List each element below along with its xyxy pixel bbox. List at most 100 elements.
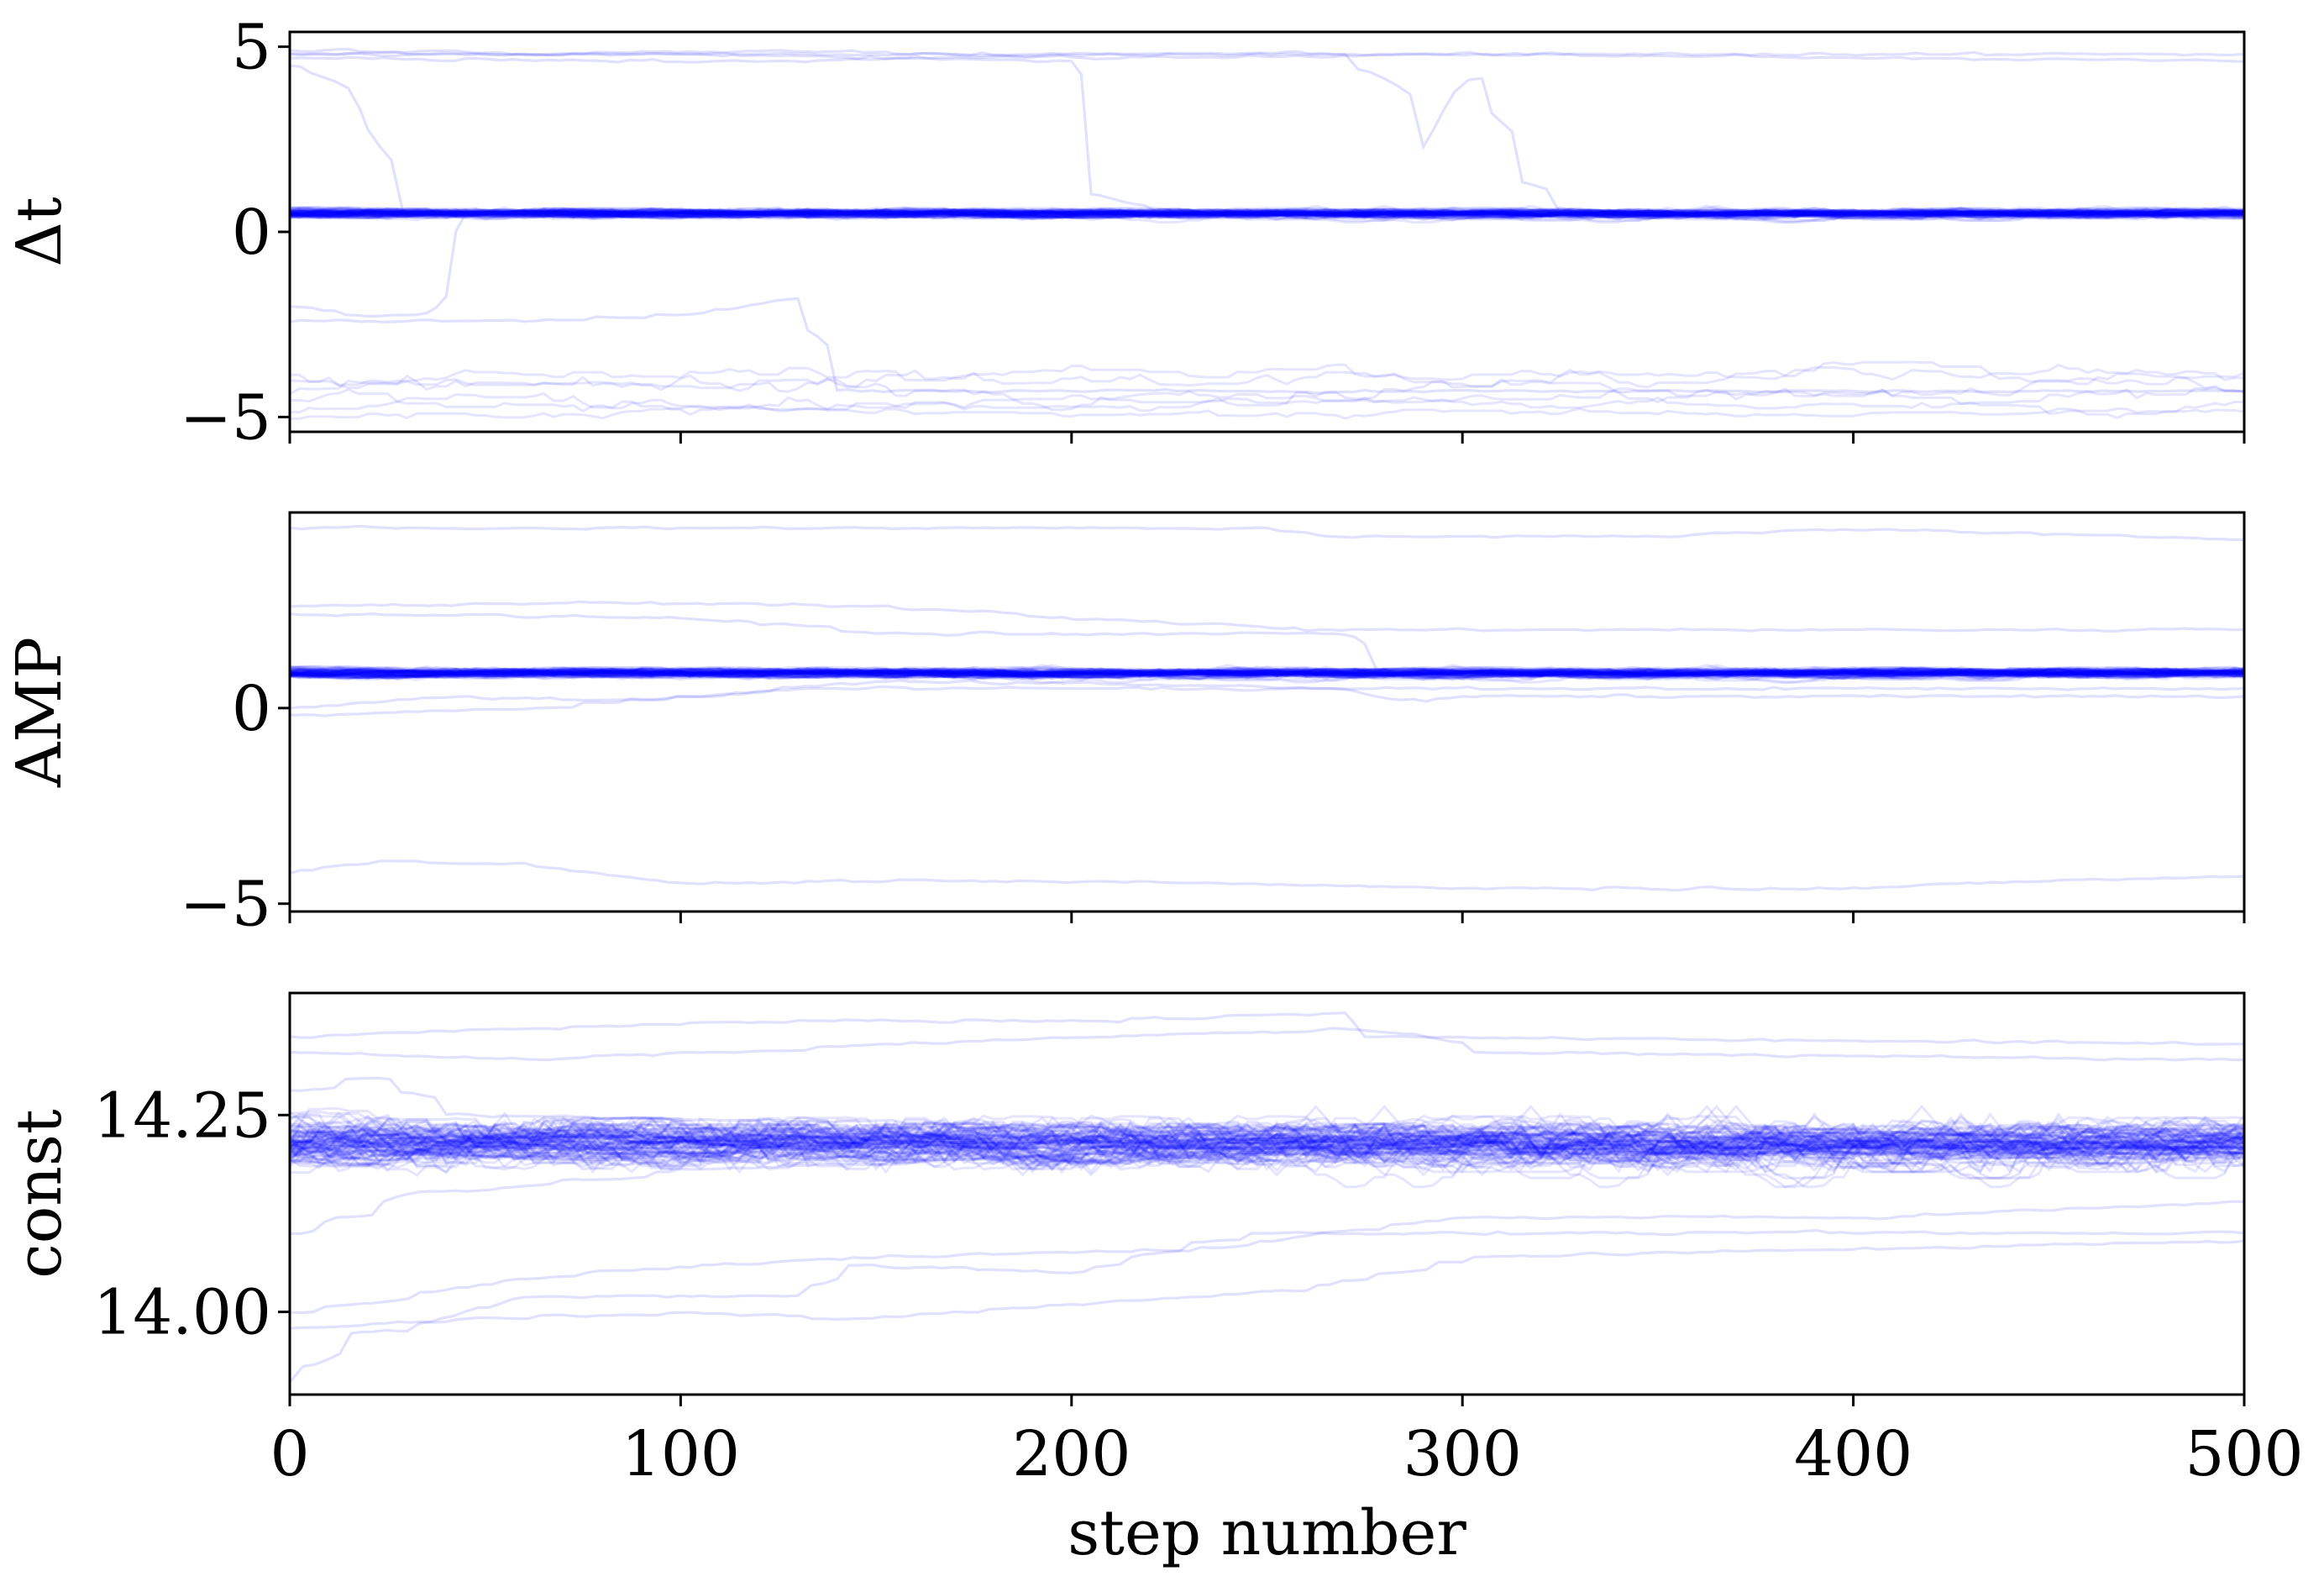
- walker-trace-83: [290, 664, 2244, 680]
- walker-trace-57: [290, 665, 2244, 678]
- walker-trace-11: [290, 207, 2244, 220]
- walker-trace-32: [290, 667, 2244, 680]
- walker-trace-104: [290, 1239, 2244, 1330]
- walker-trace-29: [290, 665, 2244, 679]
- walker-trace-77: [290, 668, 2244, 680]
- walker-trace-56: [290, 207, 2244, 218]
- walker-trace-4: [290, 1122, 2244, 1177]
- walker-trace-100: [290, 396, 2244, 416]
- walker-trace-67: [290, 1114, 2244, 1166]
- walker-trace-13: [290, 666, 2244, 680]
- walker-trace-16: [290, 665, 2244, 680]
- walker-trace-54: [290, 207, 2244, 224]
- walker-trace-10: [290, 208, 2244, 222]
- walker-trace-15: [290, 206, 2244, 220]
- walker-trace-80: [290, 208, 2244, 221]
- walker-trace-45: [290, 666, 2244, 680]
- walker-trace-87: [290, 1117, 2244, 1168]
- x-tick-label: 500: [2185, 1418, 2303, 1490]
- walker-trace-52: [290, 666, 2244, 680]
- x-axis-label: step number: [1068, 1497, 1466, 1569]
- walker-trace-20: [290, 206, 2244, 221]
- walker-trace-30: [290, 1119, 2244, 1171]
- walker-trace-11: [290, 666, 2244, 681]
- walker-trace-60: [290, 1114, 2244, 1171]
- walker-trace-78: [290, 1116, 2244, 1189]
- walker-trace-77: [290, 207, 2244, 219]
- walker-trace-78: [290, 666, 2244, 680]
- walker-trace-53: [290, 1122, 2244, 1174]
- walker-trace-25: [290, 1123, 2244, 1174]
- walker-trace-50: [290, 206, 2244, 221]
- walker-trace-13: [290, 1123, 2244, 1171]
- walker-trace-43: [290, 1117, 2244, 1171]
- walker-trace-103: [290, 1229, 2244, 1384]
- walker-trace-2: [290, 208, 2244, 220]
- walker-trace-39: [290, 208, 2244, 224]
- walker-trace-79: [290, 206, 2244, 220]
- walker-trace-9: [290, 1111, 2244, 1169]
- walker-trace-7: [290, 207, 2244, 220]
- walker-trace-89: [290, 665, 2244, 679]
- walker-trace-76: [290, 1104, 2244, 1172]
- walker-trace-65: [290, 666, 2244, 680]
- walker-trace-19: [290, 208, 2244, 221]
- walker-trace-39: [290, 665, 2244, 680]
- walker-trace-88: [290, 667, 2244, 680]
- walker-trace-86: [290, 207, 2244, 218]
- walker-trace-65: [290, 208, 2244, 221]
- walker-trace-61: [290, 665, 2244, 680]
- walker-trace-26: [290, 1117, 2244, 1165]
- walker-trace-31: [290, 665, 2244, 680]
- walker-trace-48: [290, 1116, 2244, 1189]
- walker-trace-59: [290, 665, 2244, 679]
- walker-trace-90: [290, 1119, 2244, 1173]
- walker-trace-93: [290, 679, 2244, 710]
- walker-trace-30: [290, 666, 2244, 680]
- walker-trace-43: [290, 666, 2244, 679]
- const-trace-panel: 14.00 14.25 0 100 200 300 400 500 const step numb…: [3, 991, 2304, 1569]
- walker-trace-81: [290, 667, 2244, 680]
- walker-trace-5: [290, 667, 2244, 680]
- axes-frame: [288, 991, 2246, 1396]
- walker-trace-34: [290, 666, 2244, 680]
- y-tick-label: 0: [232, 673, 271, 745]
- walker-trace-68: [290, 208, 2244, 220]
- walker-trace-65: [290, 1115, 2244, 1160]
- walker-trace-6: [290, 207, 2244, 220]
- walker-trace-14: [290, 208, 2244, 221]
- walker-trace-35: [290, 667, 2244, 680]
- walker-trace-62: [290, 207, 2244, 219]
- y-tick-label: −5: [180, 869, 271, 941]
- walker-trace-23: [290, 1121, 2244, 1174]
- walker-trace-72: [290, 1117, 2244, 1168]
- walker-trace-13: [290, 207, 2244, 219]
- walker-trace-55: [290, 666, 2244, 684]
- walker-trace-69: [290, 207, 2244, 224]
- walker-trace-58: [290, 1111, 2244, 1171]
- walker-trace-86: [290, 667, 2244, 681]
- walker-trace-52: [290, 204, 2244, 221]
- walker-trace-49: [290, 666, 2244, 680]
- walker-trace-48: [290, 207, 2244, 219]
- axes-frame: [288, 511, 2246, 913]
- walker-trace-85: [290, 666, 2244, 684]
- walker-trace-67: [290, 204, 2244, 221]
- walker-trace-2: [290, 1116, 2244, 1170]
- walker-trace-27: [290, 1117, 2244, 1168]
- walker-trace-82: [290, 665, 2244, 680]
- walker-trace-44: [290, 208, 2244, 221]
- walker-trace-66: [290, 1121, 2244, 1168]
- walker-trace-51: [290, 665, 2244, 680]
- walker-trace-38: [290, 1122, 2244, 1174]
- walker-trace-31: [290, 208, 2244, 221]
- walker-trace-62: [290, 668, 2244, 680]
- y-tick-label: 5: [232, 12, 271, 84]
- walker-trace-66: [290, 206, 2244, 220]
- y-tick-label: 14.25: [93, 1080, 271, 1152]
- walker-trace-59: [290, 1119, 2244, 1174]
- walker-trace-24: [290, 1111, 2244, 1169]
- y-tick-label: 0: [232, 197, 271, 269]
- walker-trace-74: [290, 1119, 2244, 1174]
- walker-trace-73: [290, 1114, 2244, 1171]
